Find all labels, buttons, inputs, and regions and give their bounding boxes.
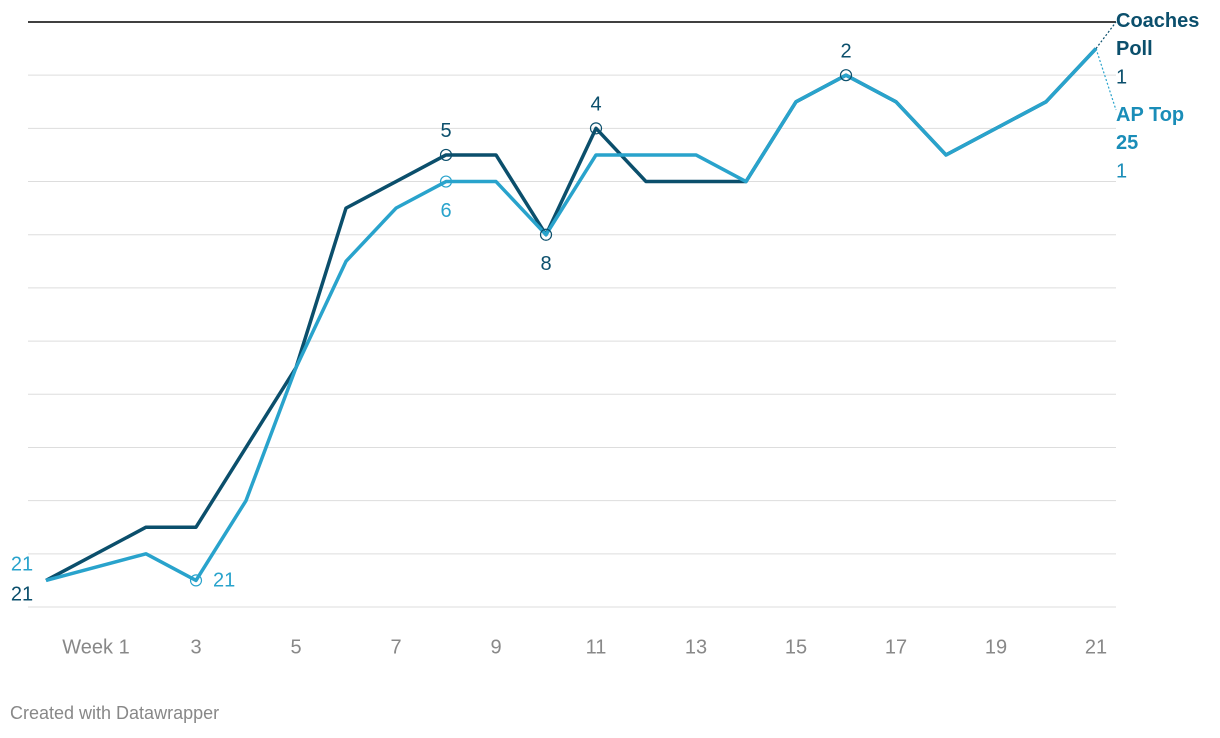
data-label: 5	[440, 120, 451, 142]
data-label: 21	[11, 554, 33, 576]
legend-label: Coaches Poll	[1116, 10, 1199, 60]
end-value-label: 1	[1116, 160, 1127, 182]
x-tick-label: 7	[390, 636, 401, 658]
data-label: 21	[213, 570, 235, 592]
legend-label-line: Coaches	[1116, 10, 1199, 32]
footer: Created with Datawrapper	[10, 703, 219, 723]
x-tick-label: 21	[1085, 636, 1107, 658]
point-marker	[589, 122, 603, 135]
x-tick-label: 17	[885, 636, 907, 658]
data-label: 21	[11, 584, 33, 606]
point-marker	[439, 175, 453, 188]
x-tick-label: 19	[985, 636, 1007, 658]
x-tick-label: 13	[685, 636, 707, 658]
legend-label: AP Top 25	[1116, 104, 1184, 154]
legend-label-line: Poll	[1116, 38, 1153, 60]
x-tick-label: 15	[785, 636, 807, 658]
end-value-label: 1	[1116, 66, 1127, 88]
series-line	[45, 47, 1098, 583]
point-marker	[439, 148, 453, 162]
data-label: 4	[590, 94, 601, 116]
x-tick-label: 3	[190, 636, 201, 658]
legend-label-line: AP Top	[1116, 104, 1184, 126]
data-label: 2	[840, 40, 851, 62]
point-marker	[539, 228, 553, 241]
label-connector	[1095, 48, 1117, 111]
label-connector	[1095, 21, 1117, 49]
legend-label-line: 25	[1116, 132, 1138, 154]
data-label: 6	[440, 200, 451, 222]
x-tick-label: Week 1	[62, 636, 129, 658]
point-marker	[839, 69, 853, 82]
x-tick-label: 11	[586, 636, 607, 658]
x-tick-label: 5	[290, 636, 301, 658]
data-label: 8	[540, 253, 551, 275]
point-marker	[189, 574, 203, 587]
x-tick-label: 9	[490, 636, 501, 658]
